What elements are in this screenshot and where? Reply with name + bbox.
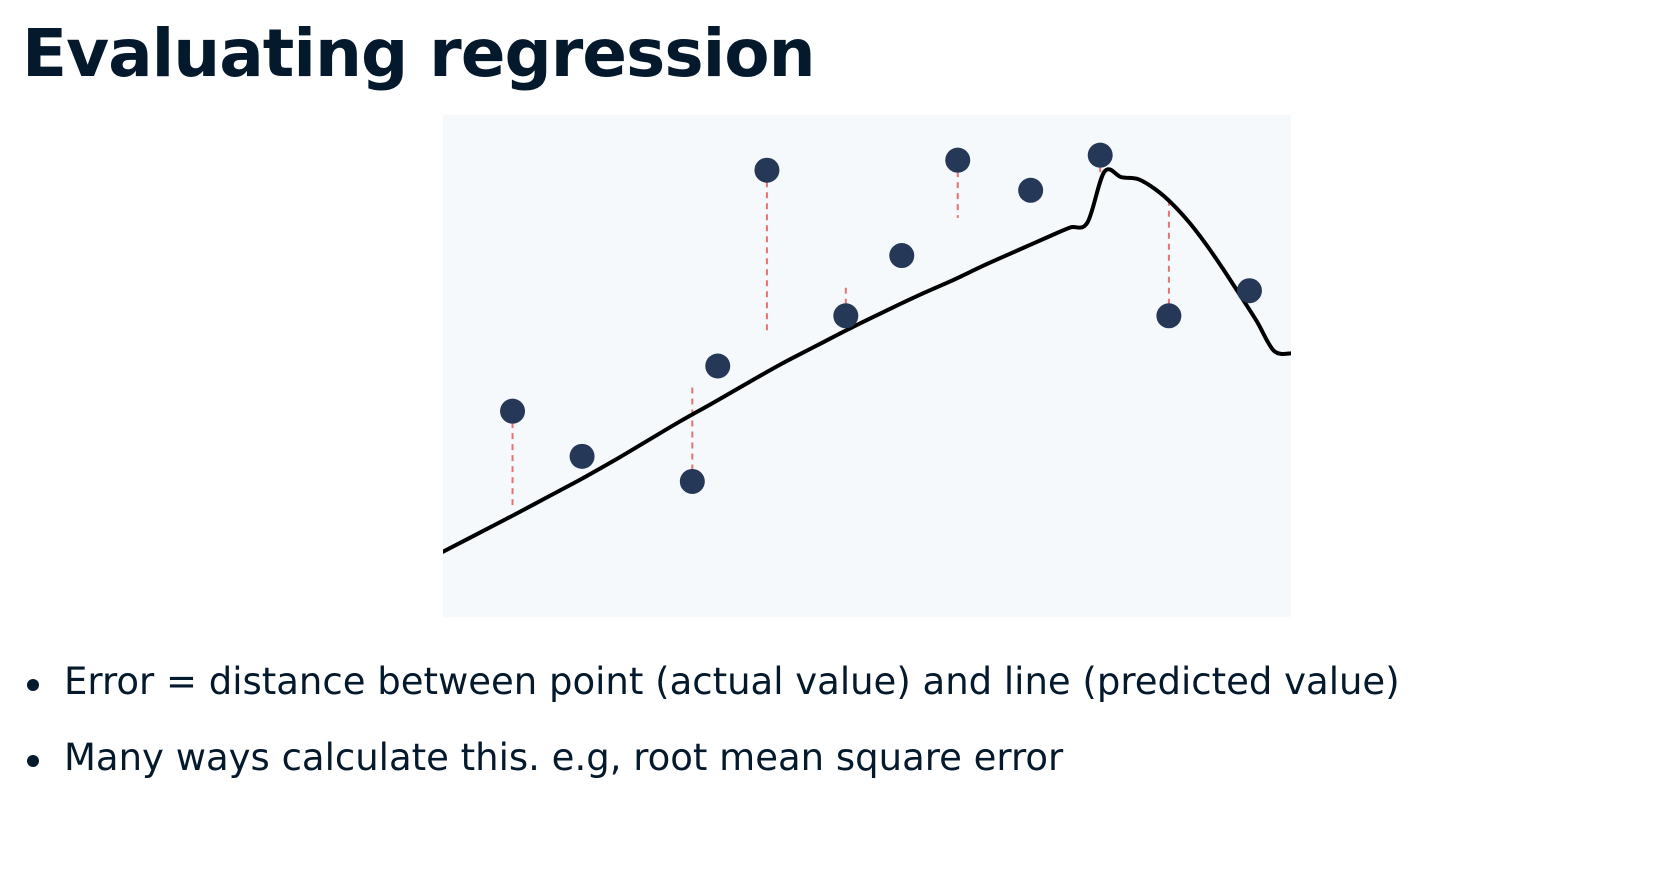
data-points	[500, 142, 1262, 494]
chart-background	[443, 115, 1291, 617]
data-point	[889, 243, 915, 269]
bullet-text: Many ways calculate this. e.g, root mean…	[64, 736, 1064, 779]
bullet-dot-icon	[27, 755, 39, 767]
data-point	[1087, 142, 1113, 168]
data-point	[679, 468, 705, 494]
bullet-item-rmse: Many ways calculate this. e.g, root mean…	[0, 736, 1400, 812]
chart-svg	[443, 115, 1291, 617]
data-point	[705, 353, 731, 379]
data-point	[945, 147, 971, 173]
data-point	[1018, 177, 1044, 203]
page-title: Evaluating regression	[22, 15, 816, 92]
bullet-dot-icon	[27, 679, 39, 691]
bullet-list: Error = distance between point (actual v…	[0, 660, 1400, 812]
regression-chart	[443, 115, 1291, 617]
data-point	[500, 398, 526, 424]
data-point	[833, 303, 859, 329]
fit-line	[443, 167, 1291, 554]
data-point	[1156, 303, 1182, 329]
data-point	[569, 443, 595, 469]
bullet-item-error: Error = distance between point (actual v…	[0, 660, 1400, 736]
bullet-text: Error = distance between point (actual v…	[64, 660, 1400, 703]
data-point	[1236, 278, 1262, 304]
data-point	[754, 157, 780, 183]
